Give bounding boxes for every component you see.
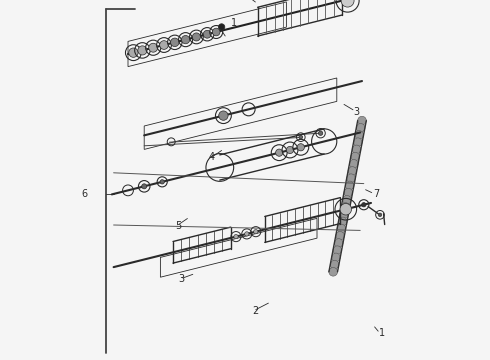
Circle shape [219, 111, 228, 120]
Circle shape [203, 30, 211, 38]
Circle shape [299, 135, 303, 139]
Circle shape [332, 253, 340, 262]
Circle shape [345, 181, 354, 190]
Circle shape [149, 43, 158, 52]
Text: 7: 7 [373, 189, 379, 199]
Circle shape [358, 116, 367, 125]
Text: 6: 6 [81, 189, 87, 199]
Circle shape [336, 231, 344, 240]
Circle shape [378, 213, 382, 217]
Circle shape [329, 267, 338, 276]
Circle shape [351, 152, 360, 161]
Circle shape [349, 159, 358, 168]
Circle shape [362, 203, 366, 207]
Circle shape [138, 46, 147, 55]
Circle shape [234, 234, 238, 239]
Circle shape [160, 180, 164, 184]
Text: 1: 1 [379, 328, 385, 338]
Circle shape [181, 36, 190, 44]
Circle shape [275, 149, 283, 156]
Text: 2: 2 [238, 0, 255, 2]
Circle shape [356, 123, 365, 132]
Circle shape [348, 167, 357, 175]
Text: 3: 3 [353, 107, 359, 117]
Circle shape [352, 145, 361, 154]
Circle shape [129, 48, 138, 57]
Circle shape [340, 203, 351, 215]
Circle shape [355, 131, 364, 139]
Text: 4: 4 [209, 152, 215, 162]
Circle shape [337, 224, 346, 233]
Circle shape [254, 230, 258, 234]
Text: 1: 1 [231, 18, 237, 28]
Circle shape [171, 38, 179, 46]
Circle shape [341, 203, 350, 211]
Circle shape [347, 174, 355, 183]
Circle shape [286, 147, 294, 154]
Circle shape [343, 195, 351, 204]
Circle shape [245, 232, 249, 236]
Circle shape [193, 33, 200, 41]
Circle shape [142, 184, 147, 189]
Circle shape [341, 0, 354, 7]
Circle shape [340, 210, 348, 219]
Text: 5: 5 [175, 221, 181, 231]
Circle shape [330, 260, 339, 269]
Circle shape [344, 188, 353, 197]
Circle shape [212, 28, 220, 36]
Circle shape [339, 217, 347, 226]
Circle shape [219, 24, 225, 30]
Circle shape [354, 138, 362, 147]
Text: 3: 3 [178, 274, 185, 284]
Circle shape [318, 131, 323, 135]
Text: 2: 2 [252, 306, 258, 316]
Circle shape [333, 246, 342, 255]
Circle shape [297, 144, 304, 151]
Circle shape [334, 239, 343, 247]
Circle shape [160, 41, 169, 49]
